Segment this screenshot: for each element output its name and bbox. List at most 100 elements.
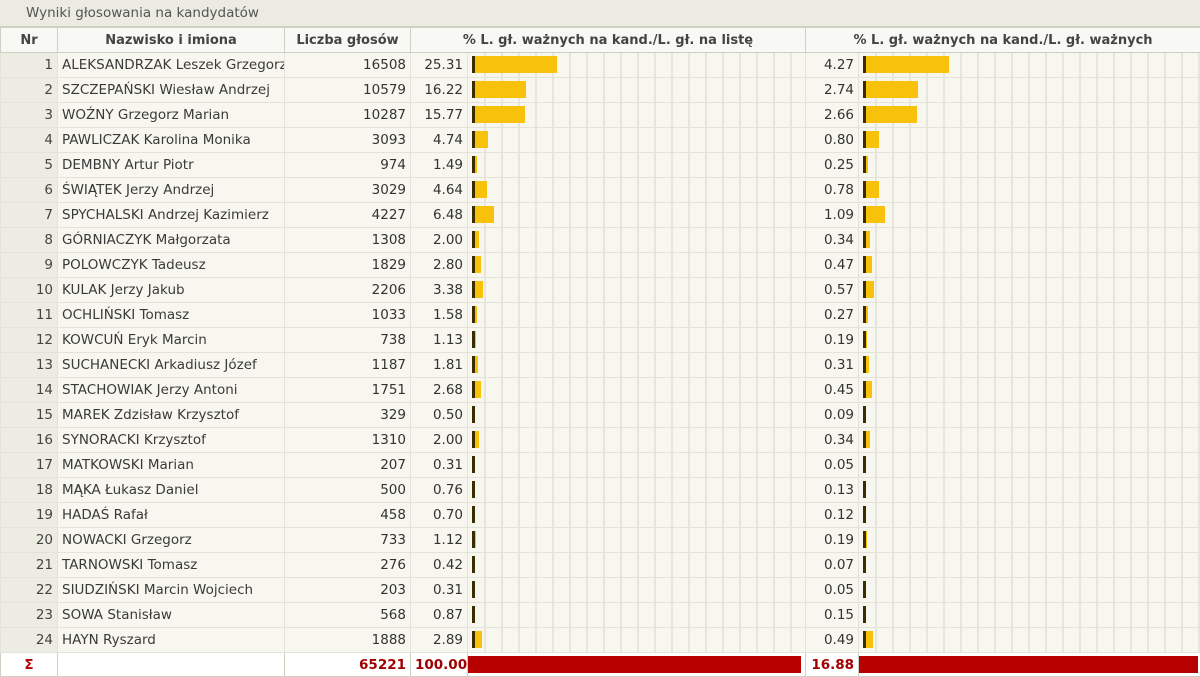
total-bar-valid-cell (859, 653, 1200, 677)
pct-valid-value: 0.45 (806, 378, 859, 403)
pct-list-bar-cell (468, 253, 806, 278)
total-pct-valid: 16.88 (806, 653, 859, 677)
row-nr: 20 (1, 528, 58, 553)
row-nr: 22 (1, 578, 58, 603)
candidate-name: SUCHANECKI Arkadiusz Józef (58, 353, 285, 378)
candidate-name: WOŹNY Grzegorz Marian (58, 103, 285, 128)
pct-valid-bar-cell (859, 103, 1200, 128)
pct-valid-bar (863, 181, 879, 198)
pct-list-value: 16.22 (411, 78, 468, 103)
pct-list-bar-cell (468, 203, 806, 228)
pct-valid-value: 0.80 (806, 128, 859, 153)
row-nr: 12 (1, 328, 58, 353)
vote-count: 458 (285, 503, 411, 528)
row-nr: 9 (1, 253, 58, 278)
vote-count: 1187 (285, 353, 411, 378)
row-nr: 14 (1, 378, 58, 403)
total-row: Σ 65221 100.00 16.88 (1, 653, 1200, 677)
candidate-name: SIUDZIŃSKI Marcin Wojciech (58, 578, 285, 603)
pct-valid-bar (863, 556, 866, 573)
header-nr[interactable]: Nr (1, 28, 58, 53)
vote-count: 733 (285, 528, 411, 553)
vote-count: 276 (285, 553, 411, 578)
pct-list-bar (472, 456, 475, 473)
pct-valid-bar-cell (859, 578, 1200, 603)
candidate-name: STACHOWIAK Jerzy Antoni (58, 378, 285, 403)
pct-list-value: 3.38 (411, 278, 468, 303)
results-table: Nr Nazwisko i imiona Liczba głosów % L. … (0, 27, 1200, 677)
pct-valid-value: 0.19 (806, 328, 859, 353)
row-nr: 7 (1, 203, 58, 228)
pct-valid-bar-cell (859, 278, 1200, 303)
pct-list-bar-cell (468, 178, 806, 203)
pct-list-bar (472, 181, 487, 198)
pct-list-bar (472, 481, 475, 498)
pct-valid-bar (863, 156, 868, 173)
pct-valid-value: 0.57 (806, 278, 859, 303)
pct-list-bar-cell (468, 528, 806, 553)
row-nr: 18 (1, 478, 58, 503)
pct-list-bar (472, 606, 475, 623)
vote-count: 16508 (285, 53, 411, 78)
vote-count: 3093 (285, 128, 411, 153)
table-header-row: Nr Nazwisko i imiona Liczba głosów % L. … (1, 28, 1200, 53)
header-pct-list[interactable]: % L. gł. ważnych na kand./L. gł. na list… (411, 28, 806, 53)
pct-list-bar-cell (468, 78, 806, 103)
pct-valid-bar (863, 531, 867, 548)
pct-list-value: 2.00 (411, 428, 468, 453)
row-nr: 2 (1, 78, 58, 103)
pct-list-bar (472, 281, 483, 298)
pct-valid-value: 0.34 (806, 428, 859, 453)
pct-list-value: 0.70 (411, 503, 468, 528)
vote-count: 1033 (285, 303, 411, 328)
vote-count: 1310 (285, 428, 411, 453)
candidate-name: ALEKSANDRZAK Leszek Grzegorz (58, 53, 285, 78)
vote-count: 1829 (285, 253, 411, 278)
pct-list-bar-cell (468, 628, 806, 653)
pct-valid-bar (863, 131, 879, 148)
pct-valid-bar-cell (859, 553, 1200, 578)
row-nr: 15 (1, 403, 58, 428)
header-pct-valid[interactable]: % L. gł. ważnych na kand./L. gł. ważnych (806, 28, 1200, 53)
pct-valid-bar-cell (859, 603, 1200, 628)
vote-count: 568 (285, 603, 411, 628)
pct-list-bar-cell (468, 53, 806, 78)
vote-count: 738 (285, 328, 411, 353)
pct-list-bar (472, 581, 475, 598)
pct-list-bar (472, 306, 477, 323)
row-nr: 23 (1, 603, 58, 628)
pct-list-bar (472, 531, 476, 548)
pct-list-value: 2.80 (411, 253, 468, 278)
pct-list-bar (472, 156, 477, 173)
vote-count: 1751 (285, 378, 411, 403)
candidate-name: SOWA Stanisław (58, 603, 285, 628)
total-name-cell (58, 653, 285, 677)
pct-valid-bar (863, 331, 867, 348)
candidate-name: SYNORACKI Krzysztof (58, 428, 285, 453)
pct-list-bar (472, 381, 481, 398)
candidate-name: PAWLICZAK Karolina Monika (58, 128, 285, 153)
pct-valid-bar (863, 481, 866, 498)
pct-valid-value: 0.47 (806, 253, 859, 278)
pct-valid-value: 0.12 (806, 503, 859, 528)
pct-valid-value: 0.49 (806, 628, 859, 653)
candidate-name: KOWCUŃ Eryk Marcin (58, 328, 285, 353)
pct-list-value: 1.12 (411, 528, 468, 553)
pct-valid-value: 0.09 (806, 403, 859, 428)
pct-valid-value: 2.66 (806, 103, 859, 128)
pct-list-bar-cell (468, 353, 806, 378)
row-nr: 19 (1, 503, 58, 528)
pct-list-value: 0.50 (411, 403, 468, 428)
pct-valid-bar-cell (859, 353, 1200, 378)
header-votes[interactable]: Liczba głosów (285, 28, 411, 53)
header-name[interactable]: Nazwisko i imiona (58, 28, 285, 53)
row-nr: 16 (1, 428, 58, 453)
row-nr: 17 (1, 453, 58, 478)
